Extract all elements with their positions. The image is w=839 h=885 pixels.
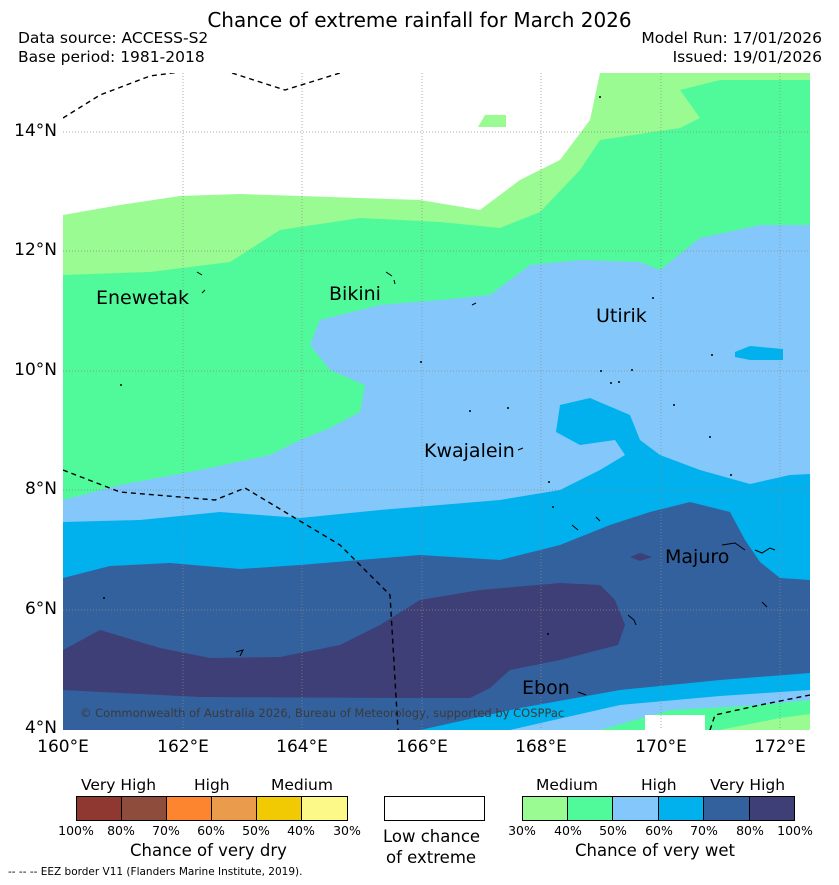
- wet-swatch-30-40: [522, 796, 568, 821]
- data-source-label: Data source: ACCESS-S2 Base period: 1981…: [18, 29, 208, 67]
- lon-tick-160e: 160°E: [37, 737, 89, 757]
- issued-date: Issued: 19/01/2026: [672, 48, 822, 66]
- base-period: Base period: 1981-2018: [18, 48, 205, 66]
- wet-label-very-high: Very High: [710, 776, 786, 794]
- wet-tick-100: 100%: [777, 823, 813, 838]
- dry-tick-60: 60%: [197, 823, 225, 838]
- place-bikini: Bikini: [329, 283, 381, 305]
- lon-tick-170e: 170°E: [635, 737, 687, 757]
- dry-tick-80: 80%: [107, 823, 135, 838]
- dry-legend-title: Chance of very dry: [130, 841, 287, 860]
- lon-tick-164e: 164°E: [276, 737, 328, 757]
- low-chance-swatch: [384, 796, 485, 821]
- place-utirik: Utirik: [596, 305, 647, 327]
- map-title: Chance of extreme rainfall for March 202…: [207, 8, 632, 32]
- lat-tick-6n: 6°N: [24, 599, 57, 619]
- eez-borders: [63, 73, 810, 730]
- place-majuro: Majuro: [665, 546, 730, 568]
- island-dots: [103, 96, 732, 635]
- place-ebon: Ebon: [522, 677, 570, 699]
- atoll-outlines: [196, 271, 776, 696]
- lat-tick-10n: 10°N: [14, 360, 57, 380]
- wet-swatch-50-60: [612, 796, 659, 821]
- eez-footnote: -- -- -- EEZ border V11 (Flanders Marine…: [8, 866, 303, 878]
- dry-swatch-100-80: [76, 796, 122, 821]
- wet-label-medium: Medium: [536, 776, 598, 794]
- lon-tick-166e: 166°E: [396, 737, 448, 757]
- wet-swatch-80-100: [749, 796, 795, 821]
- copyright-notice: © Commonwealth of Australia 2026, Bureau…: [80, 706, 565, 720]
- lon-tick-162e: 162°E: [157, 737, 209, 757]
- place-enewetak: Enewetak: [96, 287, 190, 309]
- dry-label-very-high: Very High: [81, 776, 157, 794]
- wet-colorbar: [522, 796, 795, 821]
- dry-label-high: High: [194, 776, 230, 794]
- lat-tick-4n: 4°N: [24, 718, 57, 738]
- dry-label-medium: Medium: [271, 776, 333, 794]
- dry-tick-70: 70%: [152, 823, 180, 838]
- dry-swatch-40-30: [301, 796, 348, 821]
- wet-tick-70: 70%: [690, 823, 718, 838]
- wet-tick-60: 60%: [645, 823, 673, 838]
- dry-swatch-60-50: [211, 796, 257, 821]
- wet-swatch-70-80: [703, 796, 750, 821]
- wet-60-patch: [735, 346, 783, 360]
- dry-tick-30: 30%: [333, 823, 361, 838]
- model-info: Model Run: 17/01/2026 Issued: 19/01/2026: [641, 29, 822, 67]
- lat-tick-12n: 12°N: [14, 240, 57, 260]
- data-source: Data source: ACCESS-S2: [18, 29, 209, 47]
- wet-swatch-60-70: [658, 796, 704, 821]
- wet-tick-80: 80%: [736, 823, 764, 838]
- lat-tick-8n: 8°N: [24, 479, 57, 499]
- dry-swatch-50-40: [256, 796, 302, 821]
- wet-80-patch: [630, 553, 652, 561]
- neutral-title-line2: of extreme: [386, 848, 477, 867]
- wet-tick-50: 50%: [599, 823, 627, 838]
- place-kwajalein: Kwajalein: [424, 440, 515, 462]
- dry-tick-40: 40%: [287, 823, 315, 838]
- lon-tick-168e: 168°E: [515, 737, 567, 757]
- wet-tick-40: 40%: [554, 823, 582, 838]
- lon-tick-172e: 172°E: [754, 737, 806, 757]
- wet-50-pocket: [278, 310, 305, 327]
- map-plot-area: [63, 73, 810, 730]
- dry-swatch-80-70: [121, 796, 167, 821]
- wet-swatch-40-50: [567, 796, 613, 821]
- lat-tick-14n: 14°N: [14, 121, 57, 141]
- wet-30-south: [720, 714, 810, 730]
- dry-tick-100: 100%: [58, 823, 94, 838]
- low-chance-south: [645, 715, 705, 730]
- wet-tick-30: 30%: [508, 823, 536, 838]
- wet-legend-title: Chance of very wet: [575, 841, 735, 860]
- neutral-title-line1: Low chance: [383, 827, 481, 846]
- dry-colorbar: [76, 796, 348, 821]
- wet-80-region: [63, 583, 625, 700]
- wet-label-high: High: [641, 776, 677, 794]
- neutral-swatch: [384, 796, 485, 821]
- dry-tick-50: 50%: [242, 823, 270, 838]
- dry-swatch-70-60: [166, 796, 212, 821]
- model-run: Model Run: 17/01/2026: [641, 29, 822, 47]
- wet-30-patch: [478, 115, 506, 127]
